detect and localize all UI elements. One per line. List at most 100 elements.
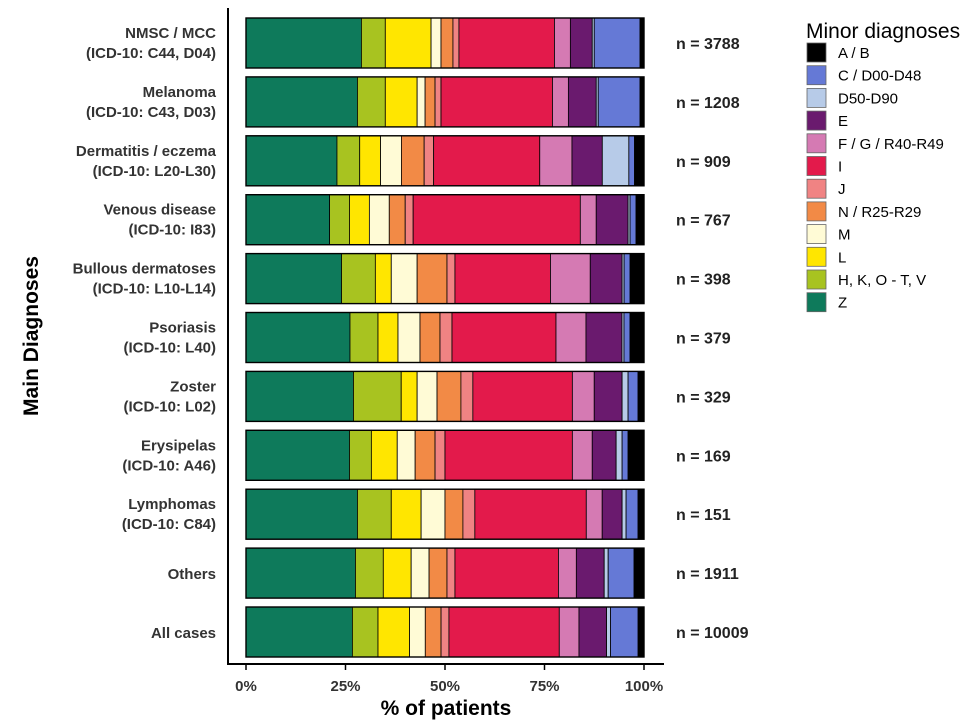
bar-outline: [245, 488, 645, 540]
bar-segment: [558, 606, 580, 658]
bar-segment: [355, 547, 384, 599]
bar-segment: [550, 253, 591, 305]
bar-segment: [245, 429, 350, 481]
bar-segment: [621, 429, 629, 481]
n-label: n = 151: [676, 507, 731, 524]
bar-segment: [382, 547, 412, 599]
bar-segment: [610, 606, 639, 658]
bar-segment: [460, 370, 474, 422]
bar-segment: [451, 312, 557, 363]
bar-segment: [554, 17, 571, 69]
y-axis-title: Main Diagnoses: [20, 256, 43, 416]
bar-segment: [357, 76, 386, 128]
bar-segment: [390, 488, 422, 540]
bar-segment: [589, 253, 623, 305]
bar-segment: [401, 135, 425, 187]
legend-swatch: [806, 110, 827, 131]
bar-segment: [351, 606, 379, 658]
x-tick-label: 100%: [625, 678, 663, 695]
bar-segment: [629, 194, 637, 246]
category-label: Melanoma: [143, 84, 217, 101]
bar-segment: [567, 76, 597, 128]
bar-segment: [539, 135, 573, 187]
bar-segment: [593, 370, 623, 422]
bar-segment: [329, 194, 350, 246]
bar-segment: [390, 253, 418, 305]
legend-label: J: [838, 181, 846, 198]
legend-swatch: [806, 88, 827, 108]
bar-segment: [336, 135, 361, 187]
n-label: n = 10009: [676, 625, 749, 642]
legend: Minor diagnoses A / B C / D00-D48 D50-D90 E…: [806, 20, 960, 313]
legend-swatch: [806, 156, 827, 176]
legend-label: M: [838, 227, 851, 244]
bar-segment: [571, 135, 603, 187]
bar-segment: [388, 194, 406, 246]
bar-segment: [628, 135, 635, 187]
bar-segment: [245, 488, 358, 540]
category-sublabel: (ICD-10: C43, D03): [86, 104, 216, 121]
bar-segment: [454, 547, 559, 599]
bar-outline: [245, 547, 645, 599]
bar-segment: [430, 17, 442, 69]
legend-label: A / B: [838, 45, 870, 62]
n-label: n = 398: [676, 272, 731, 289]
bar-segment: [627, 370, 639, 422]
bar-segment: [423, 135, 435, 187]
legend-swatch: [806, 269, 827, 290]
bar-segment: [440, 606, 450, 658]
n-label: n = 329: [676, 389, 731, 406]
bars-layer: [245, 17, 645, 658]
bar-segment: [414, 429, 436, 481]
bar-segment: [454, 253, 551, 305]
bar-segment: [603, 547, 609, 599]
legend-title: Minor diagnoses: [806, 20, 960, 43]
bar-segment: [601, 135, 630, 187]
legend-swatch: [806, 292, 827, 313]
bar-segment: [591, 429, 617, 481]
category-label: NMSC / MCC: [125, 25, 216, 42]
bar-segment: [633, 547, 645, 599]
bar-segment: [412, 194, 581, 246]
bar-segment: [245, 17, 362, 69]
n-label: n = 767: [676, 213, 731, 230]
bar-segment: [472, 370, 573, 422]
bar-outline: [245, 252, 645, 305]
bar-segment: [434, 76, 442, 128]
bar-segment: [571, 429, 593, 481]
bar-segment: [416, 253, 448, 305]
bar-outline: [245, 370, 645, 423]
legend-label: E: [838, 113, 848, 130]
bar-segment: [555, 312, 587, 363]
legend-label: C / D00-D48: [838, 68, 921, 85]
bar-segment: [597, 76, 641, 128]
category-sublabel: (ICD-10: L20-L30): [93, 163, 216, 180]
bar-segment: [625, 488, 639, 540]
category-label: Dermatitis / eczema: [76, 143, 217, 160]
bar-segment: [245, 76, 358, 128]
bar-segment: [621, 370, 629, 422]
legend-swatch: [806, 133, 827, 154]
legend-label: D50-D90: [838, 90, 898, 107]
category-sublabel: (ICD-10: C44, D04): [86, 45, 216, 62]
bar-segment: [349, 429, 372, 481]
legend-label: I: [838, 159, 842, 176]
bar-segment: [446, 547, 456, 599]
bar-segment: [384, 76, 418, 128]
x-ticks: 0% 25% 50% 75% 100%: [235, 664, 663, 695]
bar-outline: [245, 429, 645, 481]
bar-segment: [368, 194, 390, 246]
bar-segment: [245, 547, 356, 599]
legend-swatch: [806, 178, 827, 199]
bar-segment: [357, 488, 392, 540]
bar-segment: [585, 312, 623, 363]
bar-outline: [245, 311, 645, 364]
bar-segment: [635, 194, 645, 246]
category-sublabel: (ICD-10: A46): [122, 457, 216, 474]
bar-segment: [397, 312, 421, 363]
bar-segment: [629, 253, 645, 305]
bar-segment: [424, 76, 436, 128]
bar-segment: [374, 253, 392, 305]
bar-segment: [552, 76, 569, 128]
x-tick-label: 0%: [235, 678, 257, 695]
